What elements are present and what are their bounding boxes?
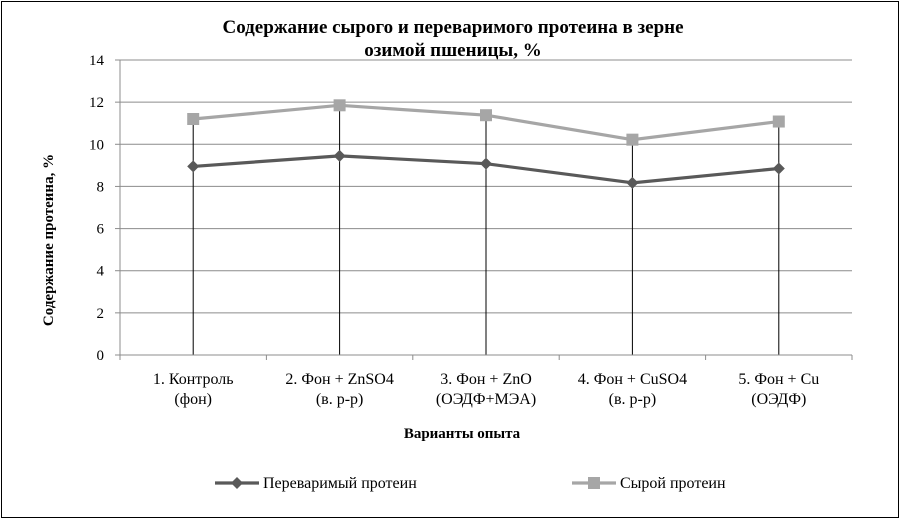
y-tick-label: 4	[97, 264, 105, 280]
legend-label: Сырой протеин	[620, 475, 726, 492]
x-category-label: 5. Фон + Cu	[738, 371, 819, 388]
axes	[119, 60, 853, 360]
x-category-label: 1. Контроль	[153, 371, 234, 388]
data-point	[772, 162, 785, 175]
y-tick-label: 8	[97, 179, 105, 195]
grid	[115, 59, 852, 356]
x-axis-label: Варианты опыта	[404, 426, 521, 442]
data-point	[626, 176, 639, 189]
data-point	[333, 99, 346, 112]
y-tick-label: 10	[89, 137, 104, 153]
legend-marker	[588, 477, 600, 489]
data-point	[333, 149, 346, 162]
data-point	[772, 115, 785, 128]
x-category-label: (в. р-р)	[609, 391, 657, 408]
y-tick-label: 6	[97, 222, 105, 238]
x-category-label: 2. Фон + ZnSO4	[285, 371, 393, 388]
legend-marker	[231, 477, 243, 489]
data-point	[187, 160, 200, 173]
x-category-label: (ОЭДФ)	[751, 391, 806, 408]
x-category-label: (в. р-р)	[316, 391, 364, 408]
y-axis-label: Содержание протеина, %	[41, 154, 57, 326]
x-category-labels: 1. Контроль (фон) 2. Фон + ZnSO4 (в. р-р) 3.…	[153, 371, 819, 408]
series-2	[187, 99, 785, 146]
y-tick-labels: 0 2 4 6 8 10 12 14	[89, 53, 105, 364]
data-point	[187, 113, 200, 125]
series-1	[187, 149, 785, 189]
y-tick-label: 14	[89, 53, 105, 69]
legend-item-2: Сырой протеин	[572, 475, 726, 492]
x-category-label: 4. Фон + CuSO4	[578, 371, 687, 388]
legend: Переваримый протеин Сырой протеин	[215, 475, 726, 492]
chart-title: Содержание сырого и переваримого протеин…	[222, 17, 683, 61]
data-point	[480, 109, 492, 122]
series-group	[187, 99, 785, 189]
data-point	[626, 133, 639, 146]
legend-label: Переваримый протеин	[263, 475, 417, 492]
chart-title-line-2: озимой пшеницы, %	[364, 40, 542, 61]
y-tick-label: 12	[89, 95, 104, 111]
chart-title-line-1: Содержание сырого и переваримого протеин…	[222, 17, 683, 38]
x-category-label: (фон)	[174, 391, 212, 408]
legend-item-1: Переваримый протеин	[215, 475, 417, 492]
y-tick-label: 0	[97, 348, 105, 364]
x-category-label: 3. Фон + ZnO	[440, 371, 532, 388]
x-category-label: (ОЭДФ+МЭА)	[436, 391, 536, 408]
y-tick-label: 2	[97, 306, 105, 322]
data-point	[480, 157, 492, 170]
